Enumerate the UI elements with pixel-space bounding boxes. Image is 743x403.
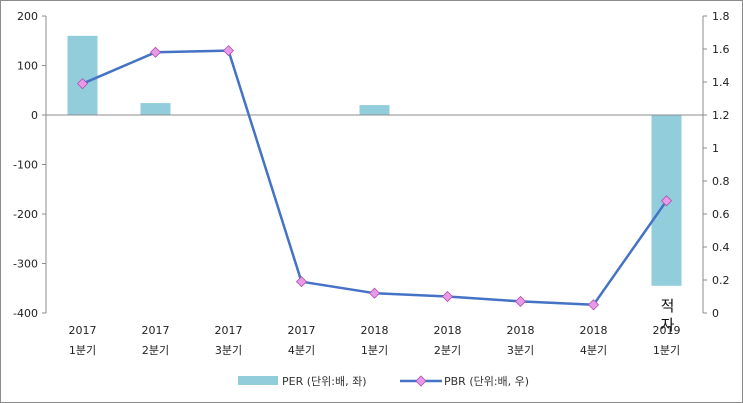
- right-tick-label-5: 0.8: [712, 175, 730, 188]
- category-quarter-1: 2분기: [142, 344, 169, 357]
- pbr-point-6: [514, 295, 527, 308]
- category-quarter-7: 4분기: [580, 344, 607, 357]
- category-quarter-3: 4분기: [288, 344, 315, 357]
- pbr-point-8: [660, 195, 673, 207]
- annotation: 적자: [661, 297, 675, 334]
- legend-per-label: PER (단위:배, 좌): [282, 375, 367, 388]
- category-quarter-2: 3분기: [215, 344, 242, 357]
- right-tick-label-0: 1.8: [712, 10, 730, 23]
- category-year-0: 2017: [69, 324, 97, 337]
- right-tick-label-1: 1.6: [712, 43, 730, 56]
- left-tick-label-6: -400: [13, 307, 38, 320]
- category-quarter-0: 1분기: [69, 344, 96, 357]
- legend-pbr-marker: [415, 375, 427, 387]
- pbr-point-3: [295, 276, 308, 288]
- category-year-7: 2018: [580, 324, 608, 337]
- pbr-line-path: [82, 49, 668, 307]
- category-year-1: 2017: [142, 324, 170, 337]
- pbr-point-0: [76, 78, 89, 90]
- annotation-char-0: 적: [661, 297, 675, 315]
- pbr-point-7: [587, 299, 600, 311]
- tick-labels: 200 100 0 -100 -200 -300 -400 1.8 1.6 1.4 1.2 1 0.8 0…: [13, 10, 729, 357]
- category-year-5: 2018: [434, 324, 462, 337]
- left-tick-label-4: -200: [13, 208, 38, 221]
- legend-per-swatch: [238, 376, 278, 385]
- category-quarter-8: 1분기: [653, 344, 680, 357]
- right-tick-label-8: 0.2: [712, 274, 730, 287]
- right-tick-label-9: 0: [712, 307, 719, 320]
- per-bar-0: [67, 35, 98, 115]
- legend-pbr-label: PBR (단위:배, 우): [444, 375, 529, 388]
- left-tick-label-5: -300: [13, 258, 38, 271]
- annotation-char-1: 자: [661, 316, 675, 334]
- category-year-3: 2017: [288, 324, 316, 337]
- pbr-line: [76, 45, 673, 311]
- category-quarter-4: 1분기: [361, 344, 388, 357]
- category-year-2: 2017: [215, 324, 243, 337]
- per-bars: [67, 35, 682, 286]
- pbr-point-2: [222, 45, 235, 57]
- per-bar-1: [140, 103, 171, 115]
- category-year-8: 2019: [653, 324, 681, 337]
- right-tick-label-7: 0.4: [712, 241, 730, 254]
- pbr-point-5: [441, 290, 454, 303]
- right-tick-label-6: 0.6: [712, 208, 730, 221]
- left-tick-label-1: 100: [17, 60, 38, 73]
- pbr-point-1: [149, 46, 162, 58]
- right-tick-label-3: 1.2: [712, 109, 730, 122]
- category-quarter-5: 2분기: [434, 344, 461, 357]
- left-tick-label-2: 0: [31, 109, 38, 122]
- category-year-6: 2018: [507, 324, 535, 337]
- axes: [42, 15, 707, 314]
- right-tick-label-4: 1: [712, 142, 719, 155]
- left-tick-label-0: 200: [17, 10, 38, 23]
- right-tick-label-2: 1.4: [712, 76, 730, 89]
- category-quarter-6: 3분기: [507, 344, 534, 357]
- per-bar-4: [359, 105, 390, 115]
- pbr-point-4: [368, 287, 381, 299]
- legend: PER (단위:배, 좌) PBR (단위:배, 우): [238, 375, 529, 388]
- category-year-4: 2018: [361, 324, 389, 337]
- left-tick-label-3: -100: [13, 159, 38, 172]
